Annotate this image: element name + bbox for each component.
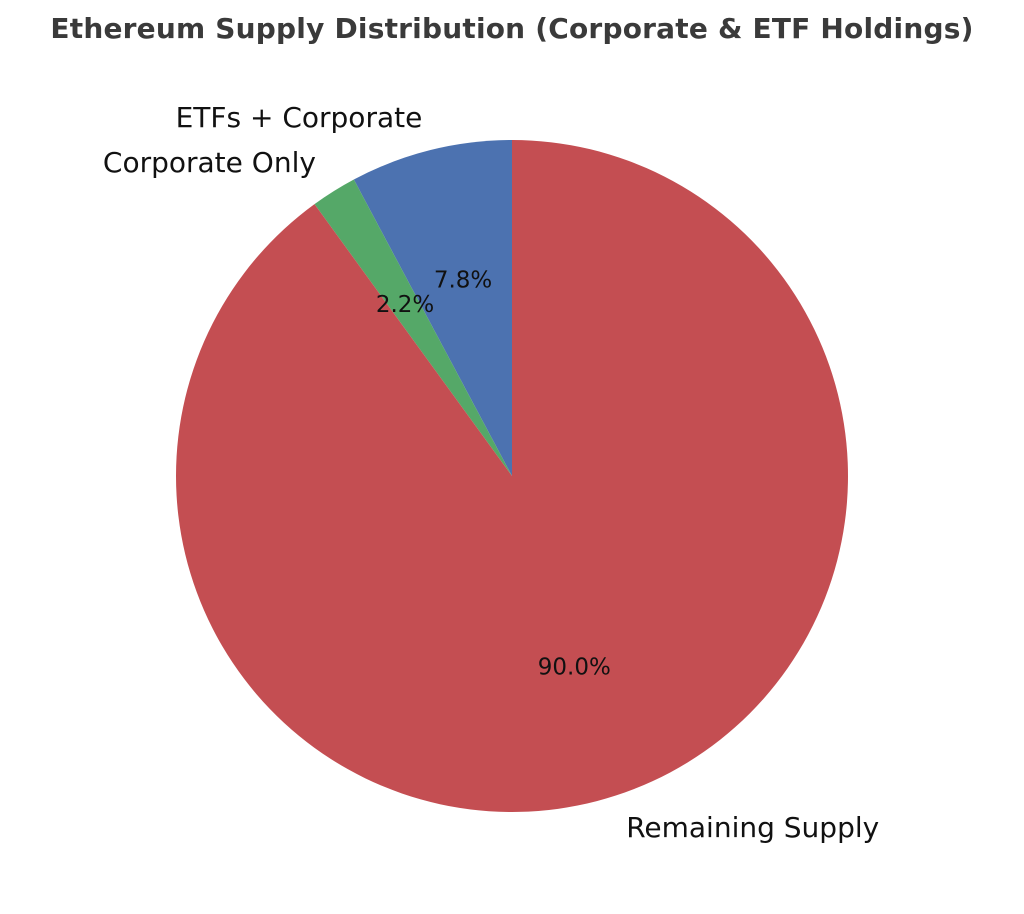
pie-category-label-remaining-supply: Remaining Supply: [626, 811, 879, 844]
pie-slice-corporate-only: [314, 179, 512, 476]
pie-pct-label-etfs-corporate: 7.8%: [434, 267, 492, 293]
chart-title: Ethereum Supply Distribution (Corporate …: [50, 12, 974, 45]
pie-category-label-etfs-corporate: ETFs + Corporate: [176, 101, 423, 134]
pie-pct-label-corporate-only: 2.2%: [376, 292, 434, 318]
pie-pct-label-remaining-supply: 90.0%: [538, 655, 611, 681]
pie-slice-etfs-corporate: [353, 140, 512, 476]
pie-category-label-corporate-only: Corporate Only: [103, 146, 316, 179]
pie-slice-remaining-supply: [176, 140, 849, 812]
